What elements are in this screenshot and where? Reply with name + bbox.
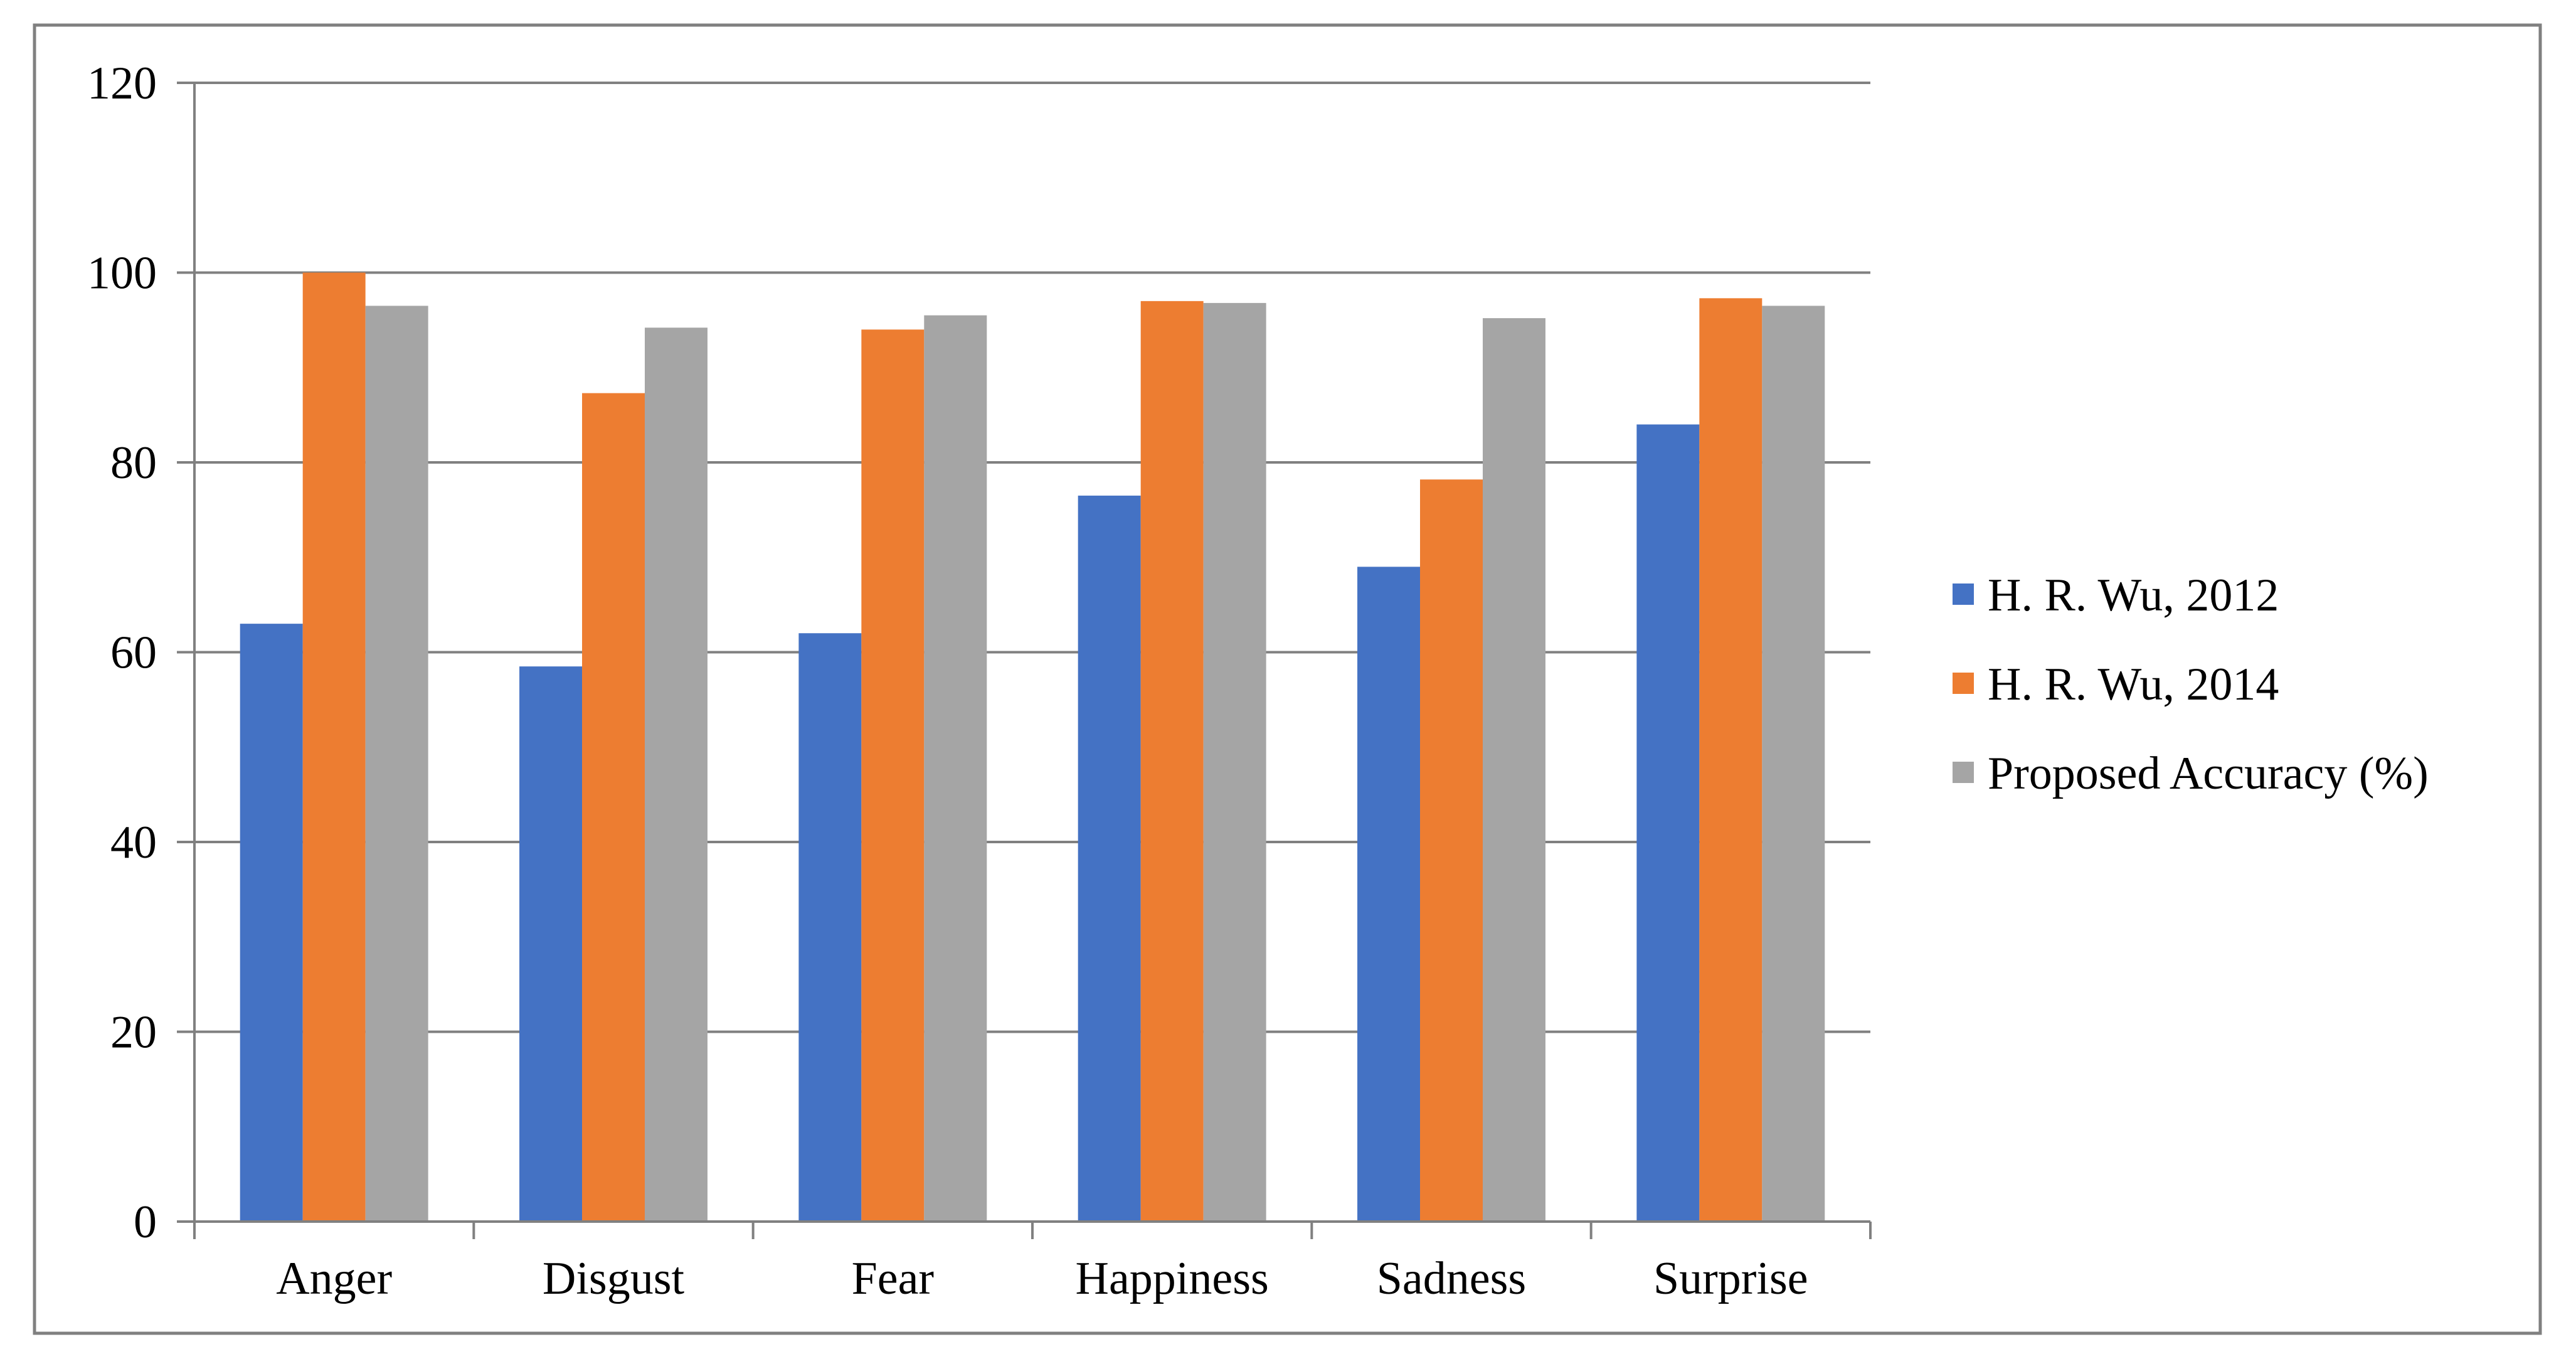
bar-surprise-series-2 — [1699, 298, 1762, 1222]
bar-sadness-series-2 — [1420, 479, 1483, 1222]
bar-disgust-series-3 — [644, 328, 708, 1222]
legend-label-3: Proposed Accuracy (%) — [1988, 748, 2429, 799]
y-tick-label-100: 100 — [87, 248, 157, 299]
bar-surprise-series-3 — [1762, 306, 1825, 1222]
bar-fear-series-3 — [924, 315, 987, 1222]
y-tick-label-0: 0 — [134, 1196, 157, 1248]
x-category-label-surprise: Surprise — [1653, 1253, 1808, 1304]
legend-label-1: H. R. Wu, 2012 — [1988, 570, 2279, 621]
bar-anger-series-3 — [365, 306, 428, 1222]
y-tick-label-40: 40 — [110, 817, 157, 868]
x-category-label-anger: Anger — [276, 1253, 392, 1304]
gridlines — [194, 82, 1870, 1033]
x-category-label-happiness: Happiness — [1076, 1253, 1269, 1304]
bar-anger-series-1 — [240, 624, 303, 1222]
bar-happiness-series-3 — [1203, 302, 1266, 1222]
legend-swatch-3 — [1953, 762, 1974, 783]
legend: H. R. Wu, 2012 H. R. Wu, 2014 Proposed Acc… — [1953, 570, 2429, 799]
bars — [240, 272, 1825, 1222]
legend-label-2: H. R. Wu, 2014 — [1988, 659, 2279, 710]
x-category-label-disgust: Disgust — [543, 1253, 685, 1304]
y-tick-label-80: 80 — [110, 437, 157, 489]
bar-fear-series-1 — [798, 633, 862, 1222]
bar-sadness-series-1 — [1357, 567, 1421, 1222]
x-category-label-fear: Fear — [852, 1253, 935, 1304]
axes — [177, 82, 1872, 1239]
y-tick-label-60: 60 — [110, 627, 157, 679]
axis-labels: 0 20 40 60 80 100 120 Anger Disgust Fear Happiness… — [87, 58, 1808, 1304]
bar-fear-series-2 — [861, 329, 925, 1222]
bar-happiness-series-2 — [1140, 301, 1204, 1222]
bar-disgust-series-2 — [582, 393, 645, 1222]
legend-swatch-2 — [1953, 673, 1974, 694]
bar-disgust-series-1 — [519, 666, 583, 1222]
y-tick-label-20: 20 — [110, 1007, 157, 1058]
legend-swatch-1 — [1953, 583, 1974, 605]
bar-anger-series-2 — [302, 272, 366, 1222]
bar-surprise-series-1 — [1636, 424, 1700, 1222]
chart-border — [33, 23, 2542, 1335]
bar-happiness-series-1 — [1078, 495, 1141, 1222]
y-tick-label-120: 120 — [87, 58, 157, 109]
x-category-label-sadness: Sadness — [1377, 1253, 1526, 1304]
bar-sadness-series-3 — [1482, 318, 1545, 1222]
